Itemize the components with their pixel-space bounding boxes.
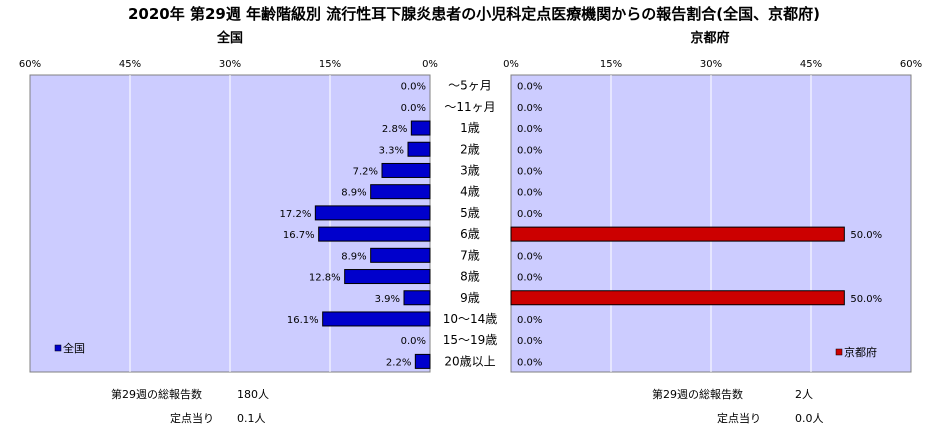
left-value-label: 7.2% (353, 166, 378, 177)
category-label: ～5ヶ月 (448, 79, 492, 93)
left-bar (370, 184, 431, 200)
left-value-label: 12.8% (309, 273, 341, 284)
right-tick-label: 0% (503, 59, 519, 70)
right-panel: 0% 15% 30% 45% 60% 0.0% 0.0% 0.0% 0.0% 0.0% 0.0% 0… (503, 59, 922, 373)
left-value-label: 3.9% (375, 294, 400, 305)
category-label: 2歳 (460, 142, 480, 156)
left-legend-swatch (54, 344, 62, 352)
category-label: 10～14歳 (443, 312, 498, 326)
right-tick-label: 30% (700, 59, 722, 70)
right-per-value: 0.0人 (795, 412, 824, 425)
right-per-label: 定点当り (717, 411, 761, 425)
right-legend-label: 京都府 (844, 345, 877, 359)
left-bar (403, 290, 431, 306)
left-panel-title: 全国 (216, 30, 243, 46)
right-value-label: 0.0% (517, 145, 542, 156)
right-value-label: 0.0% (517, 315, 542, 326)
left-bar (322, 311, 431, 327)
category-label: 4歳 (460, 185, 480, 199)
right-legend-swatch (835, 348, 843, 356)
left-legend-label: 全国 (63, 341, 85, 355)
right-value-label: 0.0% (517, 273, 542, 284)
left-value-label: 17.2% (280, 209, 312, 220)
left-tick-label: 30% (219, 59, 241, 70)
right-panel-title: 京都府 (690, 30, 729, 46)
category-label: 3歳 (460, 163, 480, 177)
chart-title: 2020年 第29週 年齢階級別 流行性耳下腺炎患者の小児科定点医療機関からの報… (128, 5, 820, 23)
left-value-label: 2.8% (382, 124, 407, 135)
right-value-label: 0.0% (517, 357, 542, 368)
left-bar (381, 162, 431, 178)
category-label: 6歳 (460, 227, 480, 241)
category-label: ～11ヶ月 (444, 100, 495, 114)
category-label: 7歳 (460, 248, 480, 262)
left-total-label: 第29週の総報告数 (111, 387, 202, 401)
left-value-label: 0.0% (401, 82, 426, 93)
right-value-label: 50.0% (850, 294, 882, 305)
right-value-label: 50.0% (850, 230, 882, 241)
left-bar (318, 226, 431, 242)
left-panel: 60% 45% 30% 15% 0% 0.0%0.0%2.8%3.3%7.2%8.9%1… (19, 59, 438, 373)
right-value-label: 0.0% (517, 103, 542, 114)
right-value-label: 0.0% (517, 124, 542, 135)
right-footer: 第29週の総報告数 2人 定点当り 0.0人 (652, 387, 824, 425)
left-value-label: 3.3% (379, 145, 404, 156)
category-label: 9歳 (460, 291, 480, 305)
left-bar (314, 205, 431, 221)
left-footer: 第29週の総報告数 180人 定点当り 0.1人 (111, 387, 269, 425)
right-tick-label: 60% (900, 59, 922, 70)
left-value-label: 16.1% (287, 315, 319, 326)
right-total-label: 第29週の総報告数 (652, 387, 743, 401)
category-label: 20歳以上 (444, 354, 495, 368)
right-value-label: 0.0% (517, 209, 542, 220)
category-label: 8歳 (460, 270, 480, 284)
category-label: 15～19歳 (443, 333, 498, 347)
left-bar (410, 120, 431, 136)
right-value-label: 0.0% (517, 188, 542, 199)
right-total-value: 2人 (795, 388, 813, 401)
left-value-label: 16.7% (283, 230, 315, 241)
left-tick-label: 0% (422, 59, 438, 70)
right-tick-label: 15% (600, 59, 622, 70)
left-bar (414, 353, 431, 369)
left-legend: 全国 (54, 341, 85, 355)
left-per-value: 0.1人 (237, 412, 266, 425)
left-bar (407, 141, 431, 157)
left-value-label: 8.9% (341, 188, 366, 199)
right-value-label: 0.0% (517, 336, 542, 347)
left-tick-label: 15% (319, 59, 341, 70)
category-label: 1歳 (460, 121, 480, 135)
left-value-label: 8.9% (341, 251, 366, 262)
left-value-label: 0.0% (401, 103, 426, 114)
right-value-label: 0.0% (517, 251, 542, 262)
left-tick-label: 45% (119, 59, 141, 70)
left-per-label: 定点当り (170, 411, 214, 425)
right-bar (510, 226, 845, 242)
left-tick-label: 60% (19, 59, 41, 70)
left-total-value: 180人 (237, 388, 269, 401)
left-value-label: 0.0% (401, 336, 426, 347)
right-value-label: 0.0% (517, 82, 542, 93)
left-value-label: 2.2% (386, 357, 411, 368)
right-value-label: 0.0% (517, 166, 542, 177)
left-bar (370, 247, 431, 263)
left-bar (344, 269, 431, 285)
category-label: 5歳 (460, 206, 480, 220)
right-bar (510, 290, 845, 306)
right-tick-label: 45% (800, 59, 822, 70)
right-legend: 京都府 (835, 345, 877, 359)
